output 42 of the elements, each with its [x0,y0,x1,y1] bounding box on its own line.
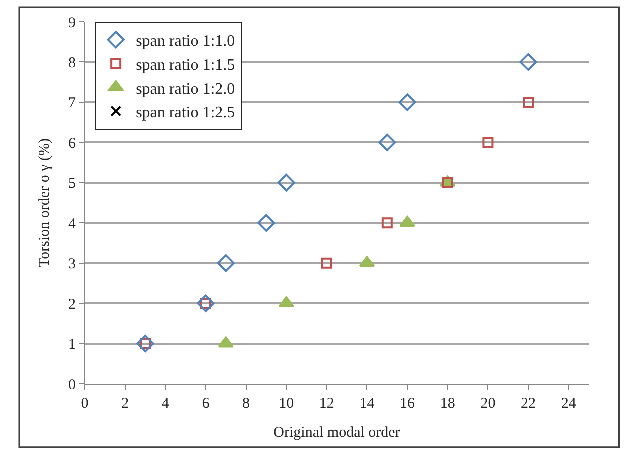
point [378,134,396,152]
x-tick-label: 24 [561,396,577,412]
point [523,96,534,108]
x-tick-label: 20 [480,396,496,412]
y-tick-label: 4 [68,216,76,232]
point [136,334,154,353]
y-tick-label: 2 [68,296,76,313]
point [400,216,416,228]
x-tick-label: 18 [440,396,456,412]
x-tick-label: 2 [122,396,130,412]
x-tick-label: 10 [279,396,294,412]
y-tick-label: 0 [68,377,76,394]
x-axis-title: Original modal order [274,425,400,441]
point [197,294,215,312]
y-axis-title: Torsion order o γ (%) [36,138,53,268]
y-tick-label: 7 [68,96,76,112]
y-tick-label: 5 [68,176,76,192]
legend-label: span ratio 1:1.5 [136,56,236,74]
point [258,214,276,232]
y-tick-label: 3 [68,256,76,273]
x-tick-label: 8 [242,396,250,412]
point [278,174,296,192]
x-tick-label: 12 [319,396,334,412]
point [520,53,538,72]
point [482,137,494,148]
point [398,94,416,112]
y-tick-label: 9 [68,15,76,32]
x-tick-label: 16 [400,396,416,412]
legend-label: span ratio 1:1.0 [136,33,236,50]
point [321,258,332,269]
y-tick-label: 8 [68,55,76,72]
y-tick-label: 6 [68,136,76,152]
point [382,218,393,229]
x-tick-label: 14 [360,396,376,412]
x-tick-label: 22 [521,396,536,412]
x-tick-label: 0 [81,396,89,412]
legend-label: span ratio 1:2.5 [136,104,236,122]
y-tick-label: 1 [68,337,76,354]
x-tick-label: 6 [202,396,210,412]
point [217,254,235,272]
legend-label: span ratio 1:2.0 [136,80,236,98]
x-tick-label: 4 [162,396,170,412]
